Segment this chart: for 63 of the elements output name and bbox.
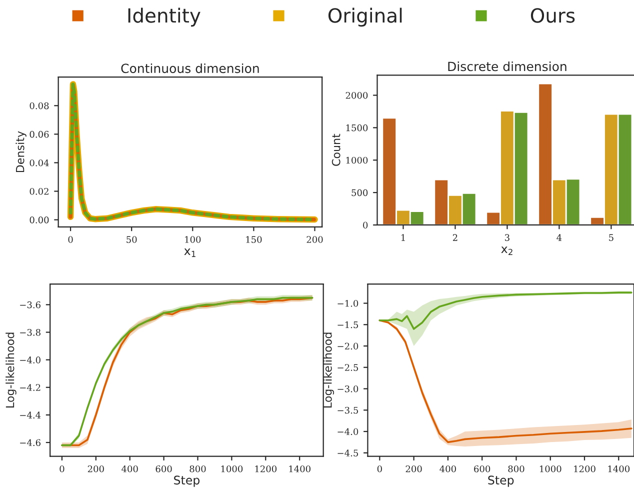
y-tick-label: −3.5 — [338, 406, 358, 414]
y-tick-label: 0.06 — [30, 130, 49, 138]
x-tick-label: 1200 — [574, 465, 596, 472]
x-tick-label: 1000 — [221, 465, 243, 472]
x-tick-label: 4 — [556, 234, 562, 241]
x-axis-title: x$_{2}$ — [501, 246, 512, 255]
y-tick-label: −2.5 — [338, 364, 358, 371]
x-tick-label: 600 — [474, 465, 490, 472]
y-tick-label: 0.02 — [30, 188, 48, 195]
x-tick-label: 150 — [246, 236, 262, 243]
legend-label: Identity — [128, 8, 200, 27]
x-tick-label: 0 — [60, 465, 64, 472]
x-tick-label: 800 — [508, 465, 524, 472]
y-tick-label: −4.5 — [338, 450, 358, 456]
y-tick-label: 0 — [363, 222, 368, 229]
x-tick-label: 600 — [156, 465, 172, 472]
y-tick-label: −2.0 — [338, 342, 358, 350]
x-tick-label: 1200 — [255, 465, 277, 472]
y-tick-label: 1000 — [346, 156, 368, 164]
y-tick-label: 500 — [352, 189, 368, 196]
x-tick-label: 2 — [452, 234, 458, 241]
y-tick-label: 2000 — [346, 92, 368, 99]
y-axis-title: Density — [16, 131, 26, 172]
x-tick-label: 100 — [185, 236, 201, 243]
y-axis-title: Log-likelihood — [323, 332, 334, 408]
y-tick-label: −4.0 — [20, 356, 40, 364]
x-tick-label: 1400 — [289, 465, 310, 472]
y-tick-label: 0.04 — [30, 159, 49, 166]
y-tick-label: 0.08 — [30, 102, 49, 110]
y-tick-label: −4.4 — [20, 412, 41, 418]
chart-title: Discrete dimension — [448, 61, 566, 72]
x-tick-label: 800 — [190, 465, 206, 472]
x-tick-label: 50 — [126, 236, 137, 243]
y-axis-title: Count — [332, 134, 340, 166]
y-tick-label: −4.2 — [20, 384, 40, 391]
legend-label: Ours — [530, 8, 575, 23]
x-tick-label: 0 — [377, 465, 382, 472]
y-tick-label: 0.00 — [30, 216, 49, 224]
x-axis-title: Step — [174, 476, 200, 487]
y-axis-title: Log-likelihood — [6, 332, 16, 408]
y-tick-label: −1.0 — [338, 300, 358, 307]
y-tick-label: −3.8 — [20, 328, 40, 336]
x-tick-label: 200 — [88, 465, 104, 472]
x-tick-label: 400 — [440, 465, 456, 472]
y-tick-label: −4.6 — [20, 439, 40, 446]
y-tick-label: −4.0 — [338, 428, 358, 436]
x-axis-title: x$_{1}$ — [184, 248, 196, 257]
x-tick-label: 1 — [401, 234, 405, 241]
y-tick-label: 1500 — [346, 124, 368, 132]
x-tick-label: 5 — [609, 234, 614, 241]
x-tick-label: 1400 — [608, 465, 630, 472]
y-tick-label: −1.5 — [338, 321, 358, 328]
y-tick-label: −3.6 — [20, 301, 40, 308]
legend-label: Original — [328, 8, 402, 27]
chart-title: Continuous dimension — [121, 63, 259, 74]
x-tick-label: 200 — [406, 465, 422, 472]
x-tick-label: 400 — [122, 465, 138, 472]
y-tick-label: −3.0 — [338, 385, 358, 392]
x-axis-title: Step — [488, 476, 514, 487]
x-tick-label: 0 — [68, 236, 73, 243]
x-tick-label: 1000 — [540, 465, 562, 472]
x-tick-label: 3 — [505, 234, 510, 241]
x-tick-label: 200 — [306, 236, 323, 243]
